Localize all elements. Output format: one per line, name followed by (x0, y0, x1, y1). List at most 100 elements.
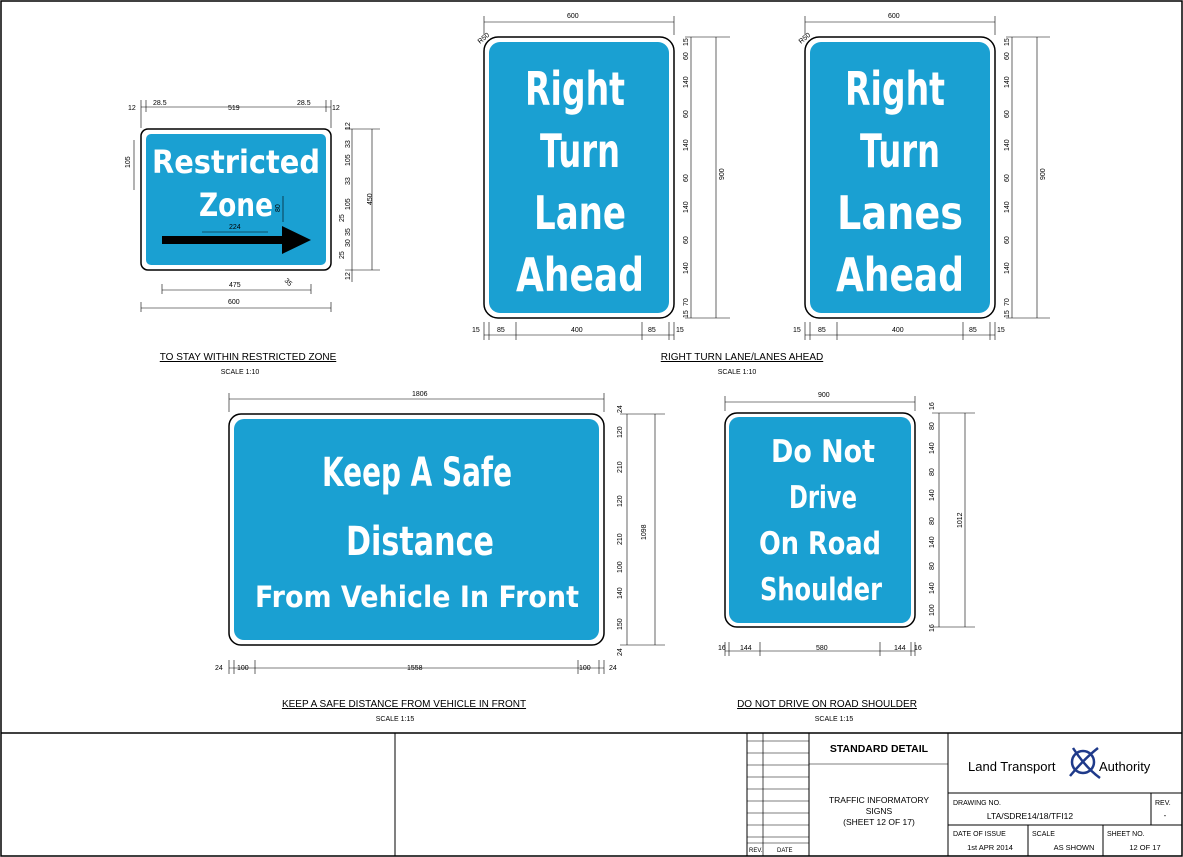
dim-label: 900 (1040, 168, 1047, 180)
dim-label: 140 (683, 262, 690, 274)
sign-line-2: Turn (860, 124, 940, 178)
sign-line-3: Lane (534, 186, 626, 240)
scale-restricted: SCALE 1:10 (221, 369, 260, 376)
dim-label: 100 (579, 665, 591, 672)
rev-header: REV. (1155, 800, 1171, 807)
dim-label: 15 (1004, 310, 1011, 318)
dim-label: 60 (1004, 110, 1011, 118)
dim-label: 60 (683, 52, 690, 60)
dim-label: 600 (567, 13, 579, 20)
sign-line-4: Ahead (516, 248, 644, 302)
dim-label: 140 (1004, 262, 1011, 274)
restricted-dimensions: 12 28.5 519 28.5 12 105 80 224 475 600 4… (125, 100, 380, 312)
dim-label: 210 (617, 533, 624, 545)
dim-label: 150 (617, 618, 624, 630)
dim-label: 140 (683, 139, 690, 151)
dim-label: 80 (929, 562, 936, 570)
caption-restricted: TO STAY WITHIN RESTRICTED ZONE (160, 352, 337, 363)
dim-label: 24 (617, 648, 624, 656)
dim-label: 400 (892, 327, 904, 334)
dim-label: 16 (718, 645, 726, 652)
sign-blue-panel (810, 42, 990, 313)
caption-right-turn: RIGHT TURN LANE/LANES AHEAD (661, 352, 823, 363)
right-arrow-icon (162, 226, 311, 254)
sign-line-2: Drive (789, 480, 857, 516)
dim-label: 33 (345, 140, 352, 148)
dim-label: 60 (683, 236, 690, 244)
dim-label: 60 (683, 110, 690, 118)
sign-line-1: Keep A Safe (322, 450, 512, 496)
dim-label: 24 (617, 405, 624, 413)
standard-detail-label: STANDARD DETAIL (830, 743, 929, 755)
date-issue-label: DATE OF ISSUE (953, 831, 1006, 838)
road-shoulder-dimensions: 900 1012 16 80 140 80 140 80 140 80 140 … (718, 392, 975, 656)
road-shoulder-sign: Do Not Drive On Road Shoulder 900 1012 1… (718, 392, 975, 723)
sign-line-3: On Road (759, 526, 881, 562)
dim-label: 1558 (407, 665, 423, 672)
drawing-no-label: DRAWING NO. (953, 800, 1001, 807)
sign-line-2: Turn (540, 124, 620, 178)
dim-label: 15 (472, 327, 480, 334)
sheet-no-label: SHEET NO. (1107, 831, 1145, 838)
dim-label: 15 (793, 327, 801, 334)
date-col-label: DATE (777, 848, 793, 854)
dim-label: 900 (818, 392, 830, 399)
rev-value: - (1164, 811, 1167, 820)
dim-label: 105 (345, 154, 352, 166)
lta-emblem-icon (1069, 747, 1101, 780)
sign-line-3: Lanes (837, 186, 963, 240)
dim-label: 12 (345, 122, 352, 130)
dim-label: 224 (229, 224, 241, 231)
rev-col-label: REV. (749, 848, 763, 854)
right-turn-lanes-sign: Right Turn Lanes Ahead 600 R50 900 15 60… (793, 13, 1050, 340)
dim-label: 15 (997, 327, 1005, 334)
dim-label: 450 (367, 193, 374, 205)
sign-line-2: Distance (346, 519, 494, 565)
dim-label: 100 (617, 561, 624, 573)
dim-label: 140 (929, 489, 936, 501)
dim-label: 580 (816, 645, 828, 652)
dim-label: 25 (339, 214, 346, 222)
safe-distance-sign: Keep A Safe Distance From Vehicle In Fro… (215, 391, 665, 723)
sign-line-2: Zone (199, 186, 273, 224)
dim-label: 400 (571, 327, 583, 334)
dim-label: 80 (929, 422, 936, 430)
dim-label: 144 (894, 645, 906, 652)
dim-label: 85 (497, 327, 505, 334)
sign-line-1: Restricted (152, 143, 320, 181)
lta-logo: Land Transport Authority (968, 747, 1151, 780)
sign-blue-panel (729, 417, 911, 623)
dim-label: 70 (683, 298, 690, 306)
dim-label: 28.5 (153, 100, 167, 107)
authority-name-right: Authority (1099, 759, 1151, 774)
dim-label: 30 (345, 239, 352, 247)
safe-distance-dimensions: 1806 1098 24 120 210 120 210 100 140 150… (215, 391, 665, 674)
dim-label: 16 (929, 624, 936, 632)
dim-label: 12 (345, 272, 352, 280)
caption-safe-distance: KEEP A SAFE DISTANCE FROM VEHICLE IN FRO… (282, 699, 526, 710)
sign-line-1: Do Not (771, 434, 875, 470)
sheet-no-value: 12 OF 17 (1129, 843, 1160, 852)
scale-label: SCALE (1032, 831, 1055, 838)
dim-label: 15 (1004, 38, 1011, 46)
sign-line-4: Shoulder (760, 572, 883, 608)
sign-line-1: Right (845, 62, 945, 116)
dim-label: 33 (345, 177, 352, 185)
scale-shoulder: SCALE 1:15 (815, 716, 854, 723)
dim-label: 140 (1004, 201, 1011, 213)
dim-label: 120 (617, 426, 624, 438)
dim-label: 900 (719, 168, 726, 180)
dim-label: 600 (228, 299, 240, 306)
dim-label: 15 (676, 327, 684, 334)
dim-label: 15 (683, 38, 690, 46)
dim-label: 140 (617, 587, 624, 599)
dim-label: 80 (929, 468, 936, 476)
drawing-no-value: LTA/SDRE14/18/TFI12 (987, 811, 1073, 821)
sign-line-4: Ahead (836, 248, 964, 302)
dim-label: 519 (228, 105, 240, 112)
dim-label: 15 (683, 310, 690, 318)
title-line-2: SIGNS (866, 806, 893, 816)
dim-label: 140 (929, 442, 936, 454)
